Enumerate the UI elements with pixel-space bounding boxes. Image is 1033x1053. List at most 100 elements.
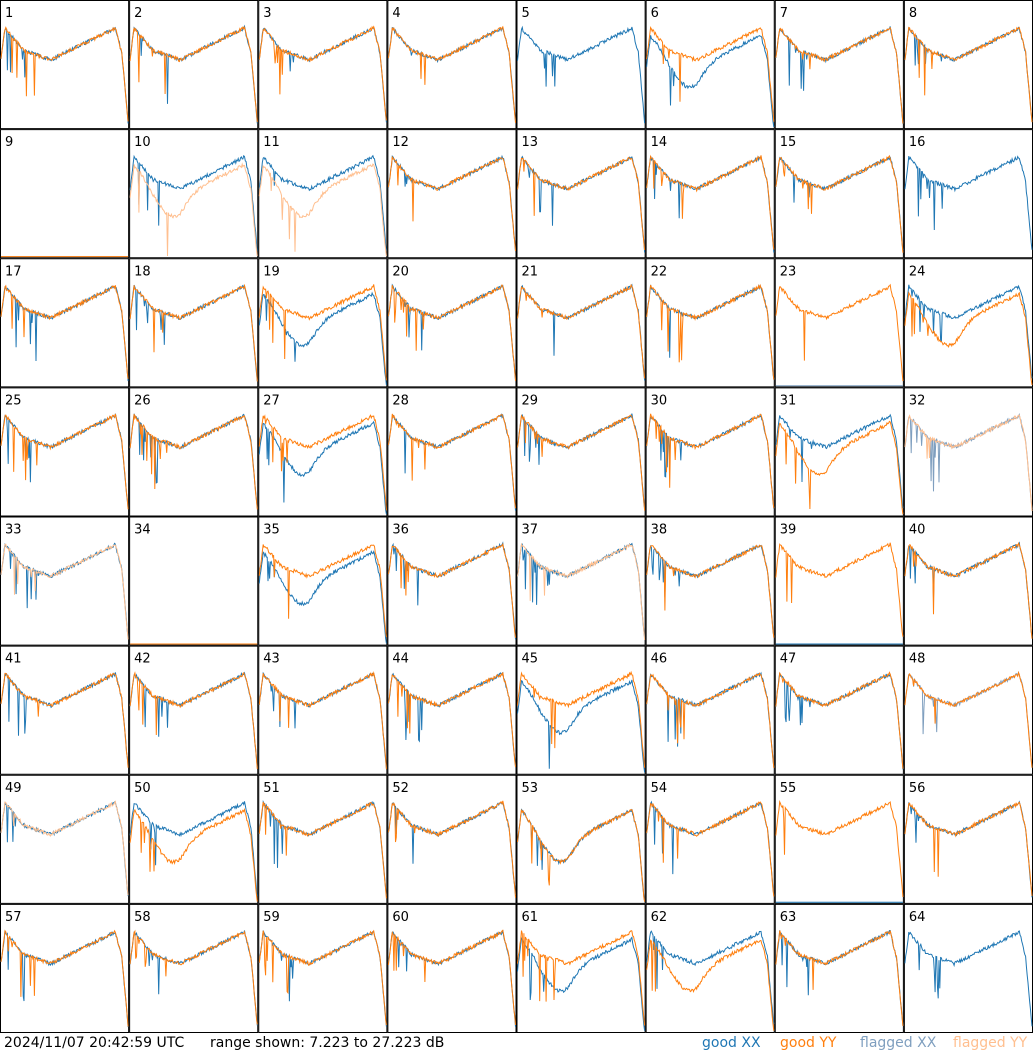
series-xx-17 [0, 285, 129, 382]
series-xx-63 [775, 929, 904, 1026]
panel-label: 25 [5, 393, 22, 408]
series-yy-37 [517, 542, 646, 640]
panel-label: 45 [522, 652, 539, 667]
series-xx-18 [129, 284, 258, 381]
series-yy-6 [646, 26, 775, 122]
panel-40: 40 [903, 516, 1033, 646]
series-yy-49 [0, 800, 129, 896]
panel-label: 27 [263, 393, 280, 408]
series-yy-50 [129, 807, 258, 902]
series-yy-12 [387, 156, 516, 252]
panel-frame [0, 258, 130, 388]
series-xx-4 [387, 26, 516, 121]
panel-61: 61 [516, 903, 646, 1033]
panel-frame [129, 258, 259, 388]
panel-label: 21 [522, 264, 539, 279]
panel-label: 50 [134, 781, 151, 796]
series-xx-24 [904, 284, 1033, 379]
series-xx-46 [646, 671, 775, 768]
panel-label: 51 [263, 781, 280, 796]
series-yy-44 [387, 672, 516, 767]
panel-22: 22 [645, 258, 775, 388]
panel-59: 59 [258, 903, 388, 1033]
panel-label: 64 [909, 910, 926, 925]
series-yy-28 [387, 413, 516, 509]
series-xx-12 [387, 154, 516, 252]
panel-label: 32 [909, 393, 926, 408]
panel-label: 11 [263, 135, 280, 150]
legend-good-yy: good YY [780, 1035, 837, 1051]
panel-29: 29 [516, 387, 646, 517]
series-yy-56 [904, 801, 1033, 897]
panel-19: 19 [258, 258, 388, 388]
series-yy-23 [775, 283, 904, 382]
panel-56: 56 [903, 774, 1033, 904]
panel-frame [516, 774, 646, 904]
panel-label: 48 [909, 652, 926, 667]
panel-16: 16 [903, 129, 1033, 259]
panel-label: 6 [651, 6, 659, 21]
panel-41: 41 [0, 645, 130, 775]
series-xx-60 [387, 929, 516, 1027]
series-xx-50 [129, 801, 258, 896]
panel-frame [129, 516, 259, 646]
series-xx-40 [904, 541, 1033, 638]
series-xx-57 [0, 930, 129, 1028]
panel-label: 23 [780, 264, 797, 279]
panel-label: 9 [5, 135, 13, 150]
panel-24: 24 [903, 258, 1033, 388]
panel-3: 3 [258, 0, 388, 130]
series-yy-13 [517, 156, 646, 251]
series-yy-55 [775, 799, 904, 898]
panel-label: 53 [522, 781, 539, 796]
panel-frame [903, 0, 1033, 130]
panel-frame [0, 645, 130, 775]
panel-2: 2 [129, 0, 259, 130]
series-yy-58 [129, 929, 258, 1025]
legend-flagged-yy: flagged YY [953, 1035, 1028, 1051]
series-yy-14 [646, 154, 775, 250]
panel-15: 15 [774, 129, 904, 259]
series-xx-64 [904, 930, 1033, 1027]
panel-44: 44 [387, 645, 517, 775]
series-xx-31 [775, 413, 904, 509]
panel-label: 62 [651, 910, 668, 925]
panel-label: 63 [780, 910, 797, 925]
panel-frame [645, 129, 775, 259]
series-xx-27 [258, 420, 387, 515]
panel-label: 2 [134, 6, 142, 21]
panel-label: 39 [780, 523, 797, 538]
series-yy-29 [517, 414, 646, 511]
series-xx-42 [129, 671, 258, 768]
panel-21: 21 [516, 258, 646, 388]
panel-26: 26 [129, 387, 259, 517]
panel-label: 14 [651, 135, 668, 150]
panel-frame [774, 903, 904, 1033]
legend-good-xx: good XX [702, 1035, 761, 1051]
panel-55: 55 [774, 774, 904, 904]
panel-label: 44 [392, 652, 409, 667]
panel-label: 41 [5, 652, 22, 667]
series-xx-45 [517, 679, 646, 773]
panel-label: 24 [909, 264, 926, 279]
panel-frame [387, 645, 517, 775]
series-xx-30 [646, 413, 775, 509]
series-xx-1 [0, 26, 129, 124]
series-xx-56 [904, 800, 1033, 898]
panel-36: 36 [387, 516, 517, 646]
panel-39: 39 [774, 516, 904, 646]
panel-37: 37 [516, 516, 646, 646]
series-yy-11 [258, 163, 387, 257]
panel-label: 17 [5, 264, 22, 279]
series-xx-25 [0, 413, 129, 509]
panel-label: 26 [134, 393, 151, 408]
panel-frame [129, 645, 259, 775]
panel-frame [645, 516, 775, 646]
series-yy-15 [775, 154, 904, 253]
panel-20: 20 [387, 258, 517, 388]
series-yy-38 [646, 544, 775, 638]
panel-label: 40 [909, 523, 926, 538]
panel-frame [774, 129, 904, 259]
series-xx-51 [258, 800, 387, 896]
panel-frame [129, 903, 259, 1033]
